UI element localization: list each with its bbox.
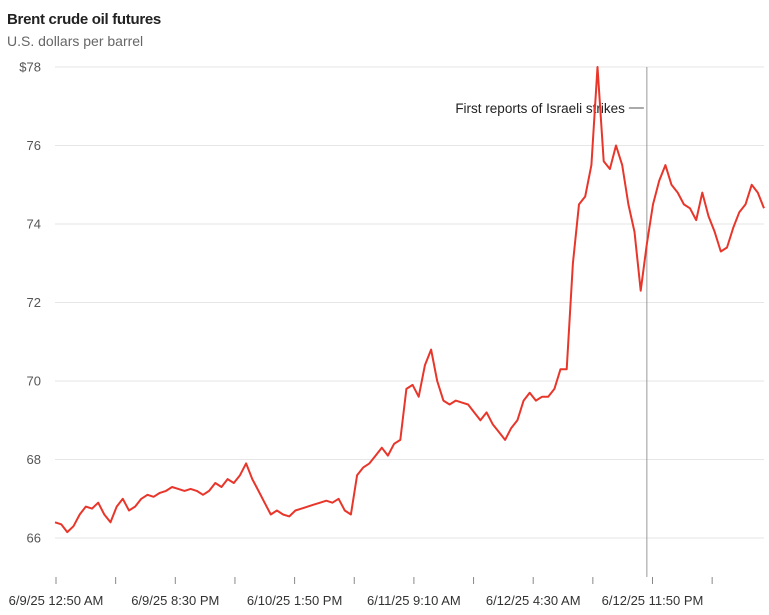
y-tick-label: 68: [27, 452, 41, 467]
y-axis-tick-labels: 66 68 70 72 74 76 $78: [19, 60, 41, 546]
chart-subtitle: U.S. dollars per barrel: [7, 33, 144, 49]
x-tick-label: 6/11/25 9:10 AM: [367, 593, 461, 608]
x-axis: 6/9/25 12:50 AM 6/9/25 8:30 PM 6/10/25 1:5…: [9, 577, 713, 608]
y-tick-label: 70: [27, 374, 41, 389]
annotation: First reports of Israeli strikes: [455, 67, 648, 577]
annotation-label: First reports of Israeli strikes: [455, 101, 625, 116]
series-lines: [54, 66, 765, 534]
gridlines: [55, 66, 764, 539]
chart-title: Brent crude oil futures: [7, 11, 161, 28]
y-tick-label: 74: [27, 217, 41, 232]
x-tick-label: 6/9/25 8:30 PM: [131, 593, 219, 608]
x-tick-label: 6/12/25 4:30 AM: [486, 593, 581, 608]
y-tick-label: 66: [27, 531, 41, 546]
x-tick-label: 6/12/25 11:50 PM: [602, 593, 704, 608]
y-tick-label: 76: [27, 138, 41, 153]
y-tick-label: 72: [27, 295, 41, 310]
price-line: [54, 66, 765, 534]
y-tick-label: $78: [19, 60, 41, 75]
x-tick-label: 6/9/25 12:50 AM: [9, 593, 104, 608]
x-tick-label: 6/10/25 1:50 PM: [247, 593, 342, 608]
